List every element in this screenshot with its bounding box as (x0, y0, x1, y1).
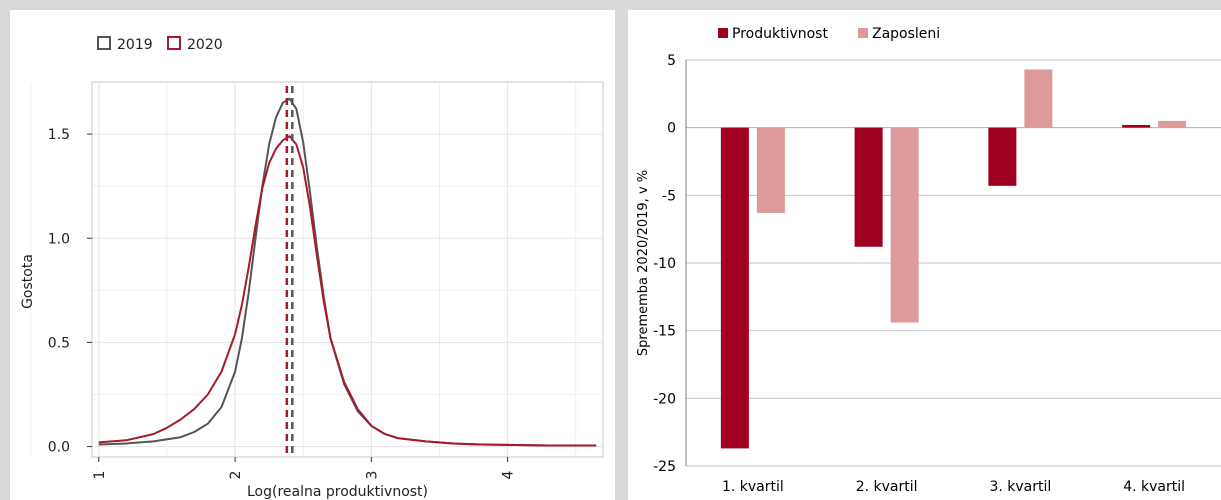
bar-y-tick-label: 5 (667, 53, 676, 69)
bar-category-label: 1. kvartil (722, 479, 784, 495)
bar-produktivnost-1 (720, 127, 749, 449)
legend-swatch-2019 (97, 36, 111, 50)
legend-label-2019: 2019 (117, 37, 153, 53)
bar-y-tick-label: 0 (667, 121, 676, 137)
bar-y-tick-label: -10 (653, 256, 676, 272)
density-x-tick-label: 3 (364, 471, 380, 480)
bar-category-label: 4. kvartil (1123, 479, 1185, 495)
legend-label-produktivnost: Produktivnost (732, 26, 828, 42)
density-curve-2020 (98, 135, 597, 447)
density-curve-2019 (98, 97, 597, 447)
bar-produktivnost-4 (1122, 124, 1151, 128)
legend-swatch-2020 (167, 36, 181, 50)
bar-chart: 5 0 -5 -10 -15 -20 -25 1. kvartil 2. kvartil 3. k… (636, 26, 1221, 495)
density-y-tick-label: 0.0 (48, 440, 70, 456)
density-y-tick-label: 1.0 (48, 231, 70, 247)
bar-category-label: 2. kvartil (856, 479, 918, 495)
bar-y-tick-label: -5 (662, 188, 676, 204)
bar-produktivnost-3 (988, 127, 1017, 186)
density-x-axis-label: Log(realna produktivnost) (247, 484, 428, 500)
bar-produktivnost-2 (854, 127, 883, 247)
legend-label-zaposleni: Zaposleni (872, 26, 940, 42)
bar-zaposleni-2 (890, 127, 919, 323)
density-y-axis-label: Gostota (20, 254, 36, 309)
density-chart-panel: 0.0 0.5 1.0 1.5 1 2 3 4 2019 2020 Gostota Log(re… (10, 10, 615, 500)
bar-y-tick-label: -15 (653, 324, 676, 340)
density-x-tick-label: 4 (501, 470, 517, 479)
bar-zaposleni-3 (1024, 69, 1053, 128)
bar-zaposleni-4 (1158, 120, 1187, 128)
density-x-tick-label: 1 (92, 471, 108, 480)
legend-swatch-produktivnost (718, 28, 728, 38)
bar-y-tick-label: -25 (653, 459, 676, 475)
bar-y-axis-label: Sprememba 2020/2019, v % (636, 170, 651, 356)
bar-y-tick-label: -20 (653, 391, 676, 407)
bar-chart-panel: 5 0 -5 -10 -15 -20 -25 1. kvartil 2. kvartil 3. k… (628, 10, 1221, 500)
density-y-tick-label: 0.5 (48, 335, 70, 351)
bar-category-label: 3. kvartil (989, 479, 1051, 495)
bar-zaposleni-1 (756, 127, 785, 213)
density-x-tick-label: 2 (228, 471, 244, 480)
legend-label-2020: 2020 (187, 37, 223, 53)
density-y-tick-label: 1.5 (48, 127, 70, 143)
density-chart: 0.0 0.5 1.0 1.5 1 2 3 4 2019 2020 Gostota Log(re… (20, 36, 604, 500)
legend-swatch-zaposleni (858, 28, 868, 38)
density-plot-area (91, 81, 604, 458)
